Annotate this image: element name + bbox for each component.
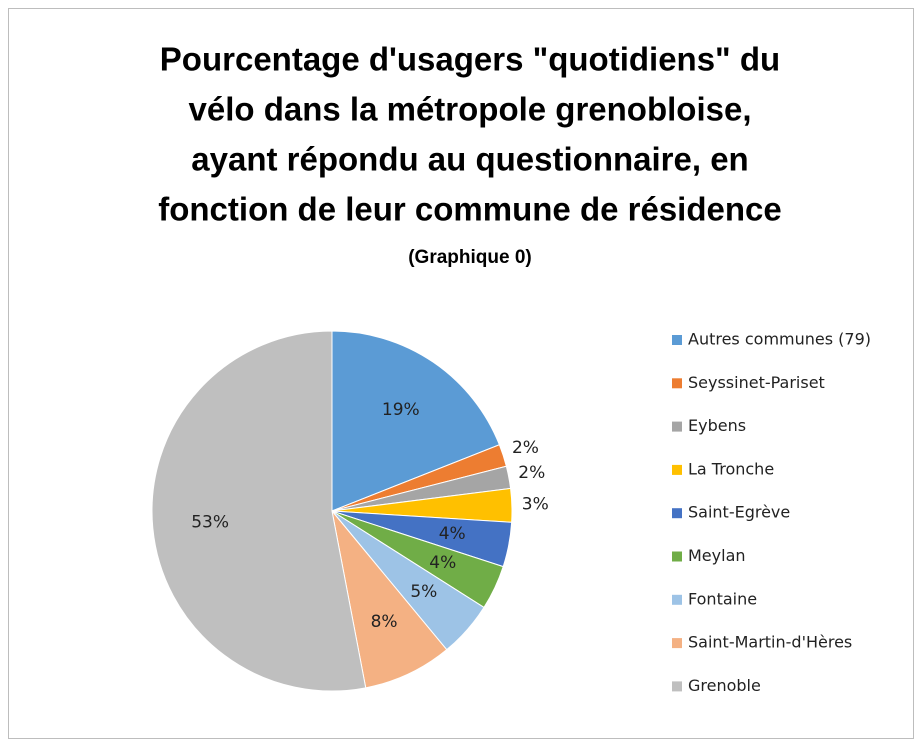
pie-slice <box>151 330 367 692</box>
chart-title: vélo dans la métropole grenobloise, <box>189 91 752 128</box>
chart-title: ayant répondu au questionnaire, en <box>191 141 748 178</box>
legend-swatch <box>672 335 682 345</box>
data-label: 5% <box>410 582 437 602</box>
legend-label: Fontaine <box>688 589 757 608</box>
legend-swatch <box>672 464 682 475</box>
data-label: 4% <box>429 553 456 573</box>
legend-swatch <box>672 594 682 605</box>
data-label: 53% <box>191 513 229 533</box>
legend-label: Saint-Egrève <box>688 503 790 522</box>
chart-title: fonction de leur commune de résidence <box>158 191 781 228</box>
pie-slice <box>331 330 501 512</box>
legend-swatch <box>672 378 682 389</box>
legend-swatch <box>672 508 682 519</box>
legend-label: Autres communes (79) <box>688 330 871 349</box>
chart-title: Pourcentage d'usagers "quotidiens" du <box>160 41 780 78</box>
data-label: 4% <box>439 524 466 544</box>
legend-label: Saint-Martin-d'Hères <box>688 633 852 652</box>
pie-slice <box>331 510 448 689</box>
data-label: 2% <box>512 438 539 458</box>
legend-swatch <box>672 638 682 649</box>
legend-label: La Tronche <box>688 459 774 478</box>
legend-label: Seyssinet-Pariset <box>688 373 825 392</box>
legend-swatch <box>672 551 682 562</box>
data-label: 8% <box>371 612 398 632</box>
data-label: 3% <box>522 495 549 515</box>
legend-swatch <box>672 681 682 692</box>
legend-swatch <box>672 421 682 432</box>
legend-label: Eybens <box>688 416 746 435</box>
data-label: 2% <box>518 463 545 483</box>
chart-subtitle: (Graphique 0) <box>408 247 532 268</box>
data-label: 19% <box>382 400 420 420</box>
legend-label: Meylan <box>688 546 746 565</box>
legend-label: Grenoble <box>688 676 761 695</box>
